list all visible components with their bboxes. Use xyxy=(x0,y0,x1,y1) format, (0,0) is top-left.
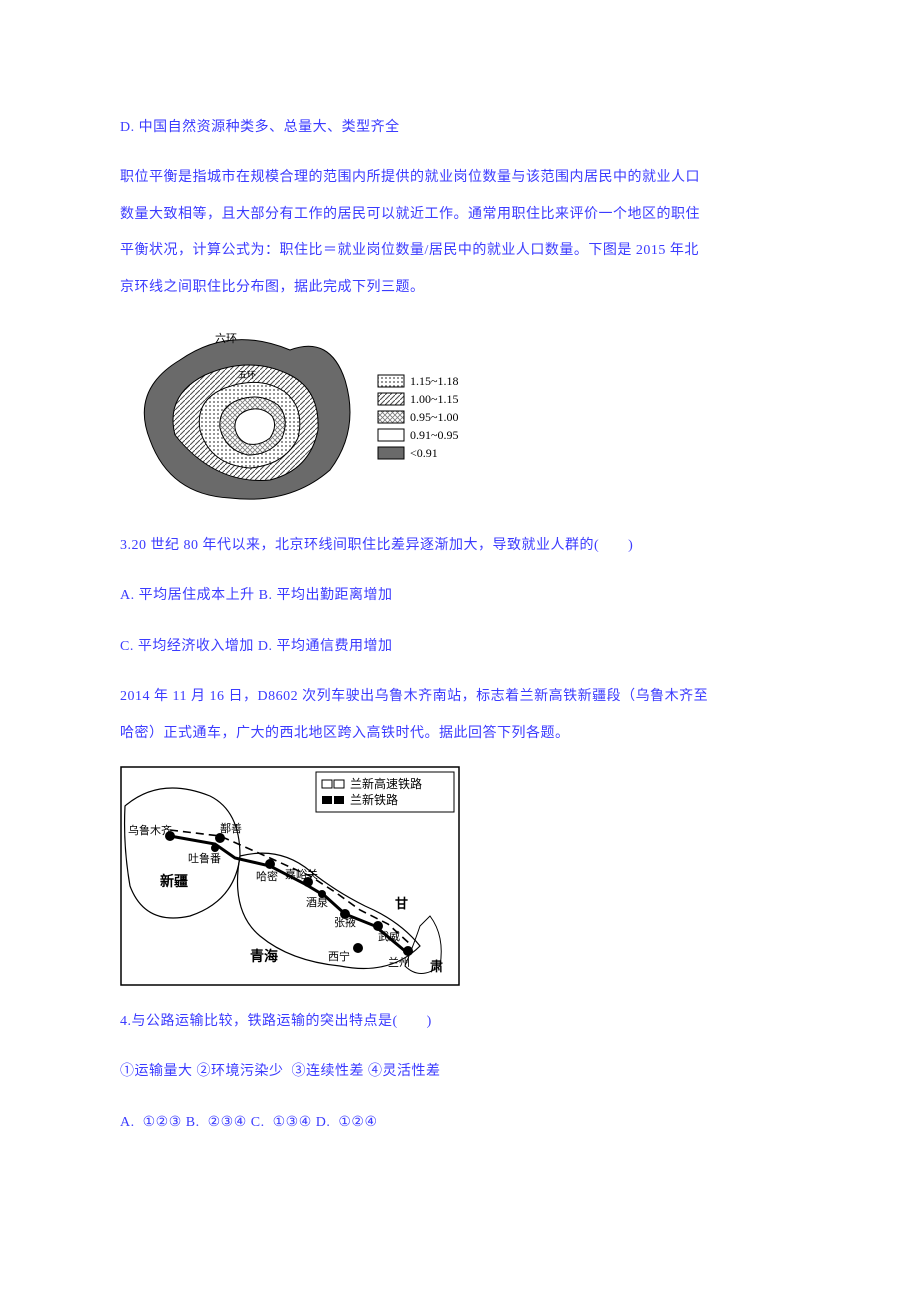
fig1-legend-2: 0.95~1.00 xyxy=(410,410,459,424)
passage2-l2: 哈密）正式通车，广大的西北地区跨入高铁时代。据此回答下列各题。 xyxy=(120,716,800,752)
passage1-l2: 数量大致相等，且大部分有工作的居民可以就近工作。通常用职住比来评价一个地区的职住 xyxy=(120,197,800,233)
q3-opts-2: C. 平均经济收入增加 D. 平均通信费用增加 xyxy=(120,629,800,665)
fig2-legend-old: 兰新铁路 xyxy=(350,792,398,807)
figure-1-beijing-rings: 六环 五环 1.15~1.18 1.00~1.15 0.95~1.00 0.91… xyxy=(120,320,800,510)
fig2-legend: 兰新高速铁路 兰新铁路 xyxy=(316,772,454,812)
fig2-city-3: 哈密 xyxy=(256,869,278,883)
q4-stem: 4.与公路运输比较，铁路运输的突出特点是( ) xyxy=(120,1004,800,1040)
fig1-legend-4: <0.91 xyxy=(410,446,438,460)
fig2-city-5: 酒泉 xyxy=(306,895,328,909)
fig2-city-9: 兰州 xyxy=(388,956,410,969)
fig2-city-6: 张掖 xyxy=(334,915,356,929)
fig1-legend-0: 1.15~1.18 xyxy=(410,374,459,388)
document-page: D. 中国自然资源种类多、总量大、类型齐全 职位平衡是指城市在规模合理的范围内所… xyxy=(0,0,920,1302)
option-d: D. 中国自然资源种类多、总量大、类型齐全 xyxy=(120,110,800,146)
passage1-l3: 平衡状况，计算公式为：职住比＝就业岗位数量/居民中的就业人口数量。下图是 201… xyxy=(120,233,800,269)
fig2-city-8: 西宁 xyxy=(328,949,350,963)
fig2-prov-gs1: 甘 xyxy=(395,896,408,911)
q4-opts: A. ①②③ B. ②③④ C. ①③④ D. ①②④ xyxy=(120,1105,800,1141)
fig2-city-7: 武威 xyxy=(378,930,400,943)
fig2-city-2: 吐鲁番 xyxy=(188,851,221,865)
fig1-label-6ring: 六环 xyxy=(215,332,237,345)
fig2-prov-xj: 新疆 xyxy=(160,873,188,890)
fig2-city-0: 乌鲁木齐 xyxy=(128,823,172,837)
passage1-l4: 京环线之间职住比分布图，据此完成下列三题。 xyxy=(120,270,800,306)
fig1-label-5ring: 五环 xyxy=(238,370,256,380)
q3-opts-1: A. 平均居住成本上升 B. 平均出勤距离增加 xyxy=(120,578,800,614)
fig1-legend-3: 0.91~0.95 xyxy=(410,428,459,442)
figure-2-lanxin-railway: 兰新高速铁路 兰新铁路 新疆 青海 甘 肃 xyxy=(120,766,800,986)
fig1-legend: 1.15~1.18 1.00~1.15 0.95~1.00 0.91~0.95 … xyxy=(378,374,459,460)
q4-items: ①运输量大 ②环境污染少 ③连续性差 ④灵活性差 xyxy=(120,1054,800,1090)
q3-stem: 3.20 世纪 80 年代以来，北京环线间职住比差异逐渐加大，导致就业人群的( … xyxy=(120,528,800,564)
fig2-city-4: 嘉峪关 xyxy=(285,867,318,881)
fig2-city-1: 鄯善 xyxy=(220,821,242,835)
fig2-prov-gs2: 肃 xyxy=(430,959,443,974)
passage1-l1: 职位平衡是指城市在规模合理的范围内所提供的就业岗位数量与该范围内居民中的就业人口 xyxy=(120,160,800,196)
passage2-l1: 2014 年 11 月 16 日，D8602 次列车驶出乌鲁木齐南站，标志着兰新… xyxy=(120,679,800,715)
fig2-legend-hs: 兰新高速铁路 xyxy=(350,776,422,791)
fig1-legend-1: 1.00~1.15 xyxy=(410,392,459,406)
fig2-prov-qh: 青海 xyxy=(250,948,278,965)
